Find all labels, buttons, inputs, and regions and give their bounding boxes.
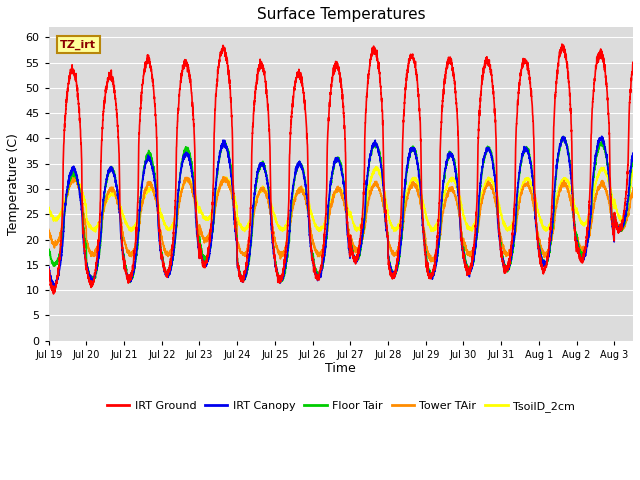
TsoilD_2cm [629, 167, 637, 173]
Floor Tair [629, 156, 637, 162]
IRT Ground [464, 268, 472, 274]
IRT Canopy [89, 277, 97, 283]
Tower TAir [221, 176, 228, 181]
Tower TAir [464, 249, 472, 254]
IRT Ground [558, 41, 566, 47]
Line: IRT Ground: IRT Ground [49, 44, 633, 294]
TsoilD_2cm [372, 164, 380, 169]
IRT Ground [629, 60, 637, 65]
IRT Canopy [579, 256, 586, 262]
Tower TAir [220, 174, 227, 180]
Tower TAir [200, 236, 207, 241]
Floor Tair [579, 253, 586, 259]
TsoilD_2cm [221, 177, 228, 182]
Line: IRT Canopy: IRT Canopy [49, 136, 633, 287]
Tower TAir [89, 252, 97, 257]
Line: Floor Tair: Floor Tair [49, 136, 633, 283]
IRT Canopy [45, 264, 52, 270]
Tower TAir [427, 259, 435, 264]
IRT Ground [45, 265, 52, 271]
Y-axis label: Temperature (C): Temperature (C) [7, 133, 20, 235]
Line: Tower TAir: Tower TAir [49, 177, 633, 262]
IRT Canopy [464, 267, 472, 273]
TsoilD_2cm [464, 223, 472, 229]
Tower TAir [579, 248, 586, 253]
Floor Tair [45, 247, 52, 252]
TsoilD_2cm [89, 226, 97, 232]
Text: TZ_irt: TZ_irt [60, 40, 97, 50]
IRT Canopy [221, 137, 228, 143]
IRT Canopy [525, 151, 532, 156]
TsoilD_2cm [45, 206, 52, 212]
IRT Canopy [49, 284, 57, 290]
Tower TAir [525, 183, 532, 189]
X-axis label: Time: Time [326, 362, 356, 375]
TsoilD_2cm [200, 214, 207, 219]
IRT Canopy [200, 261, 207, 267]
Floor Tair [126, 280, 134, 286]
Floor Tair [560, 133, 568, 139]
Floor Tair [89, 277, 97, 283]
Title: Surface Temperatures: Surface Temperatures [257, 7, 425, 22]
TsoilD_2cm [525, 175, 532, 181]
Floor Tair [200, 255, 207, 261]
Tower TAir [629, 185, 637, 191]
IRT Ground [50, 291, 58, 297]
Floor Tair [525, 146, 532, 152]
IRT Canopy [598, 133, 605, 139]
Floor Tair [464, 264, 472, 270]
TsoilD_2cm [92, 229, 99, 235]
Floor Tair [221, 138, 228, 144]
Line: TsoilD_2cm: TsoilD_2cm [49, 167, 633, 232]
IRT Canopy [629, 150, 637, 156]
TsoilD_2cm [579, 218, 586, 224]
IRT Ground [525, 71, 532, 77]
IRT Ground [221, 46, 228, 51]
IRT Ground [579, 256, 586, 262]
Tower TAir [45, 227, 52, 232]
Legend: IRT Ground, IRT Canopy, Floor Tair, Tower TAir, TsoilD_2cm: IRT Ground, IRT Canopy, Floor Tair, Towe… [102, 396, 579, 416]
IRT Ground [200, 259, 207, 265]
IRT Ground [89, 281, 97, 287]
